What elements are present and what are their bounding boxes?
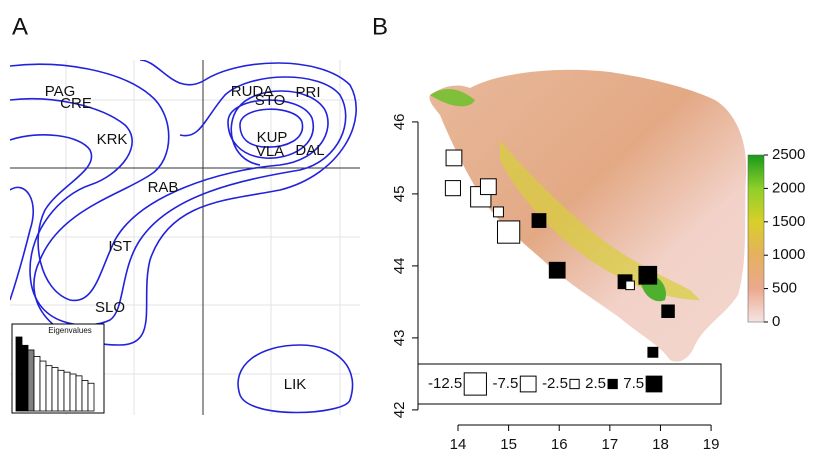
y-tick-label: 45 bbox=[391, 186, 408, 203]
legend-label: -12.5 bbox=[428, 375, 462, 392]
legend-label: -2.5 bbox=[542, 375, 568, 392]
x-tick-label: 17 bbox=[602, 436, 619, 453]
eigen-bar bbox=[28, 350, 34, 411]
eigen-bar bbox=[64, 372, 70, 411]
x-tick-label: 14 bbox=[450, 436, 467, 453]
site-square bbox=[532, 214, 546, 228]
legend-square bbox=[646, 376, 662, 392]
y-tick-label: 44 bbox=[391, 258, 408, 275]
site-label: KRK bbox=[97, 131, 128, 148]
site-label: LIK bbox=[284, 376, 307, 393]
site-square bbox=[648, 347, 658, 357]
site-square bbox=[626, 281, 635, 290]
panel-label: B bbox=[372, 13, 388, 40]
x-tick-label: 15 bbox=[500, 436, 517, 453]
site-square bbox=[494, 207, 504, 217]
legend-square bbox=[464, 373, 486, 395]
legend-label: 7.5 bbox=[623, 375, 644, 392]
site-square bbox=[639, 266, 657, 284]
colorbar-label: 2000 bbox=[772, 179, 805, 196]
eigen-bar bbox=[34, 356, 40, 411]
eigen-bar bbox=[52, 368, 58, 411]
site-label: RAB bbox=[148, 179, 179, 196]
y-tick-label: 43 bbox=[391, 330, 408, 347]
site-square bbox=[445, 181, 460, 196]
eigen-bar bbox=[88, 383, 94, 411]
panel-label: A bbox=[12, 13, 28, 40]
eigen-bar bbox=[16, 337, 22, 411]
legend-square bbox=[520, 376, 536, 392]
y-tick-label: 42 bbox=[391, 402, 408, 419]
inset-title: Eigenvalues bbox=[48, 326, 92, 335]
legend-square bbox=[608, 379, 617, 388]
eigen-bar bbox=[82, 380, 88, 411]
colorbar-label: 1000 bbox=[772, 246, 805, 263]
site-label: SLO bbox=[95, 299, 125, 316]
eigen-bar bbox=[76, 376, 82, 411]
legend-label: -7.5 bbox=[492, 375, 518, 392]
site-label: DAL bbox=[295, 142, 324, 159]
colorbar-label: 0 bbox=[772, 313, 780, 330]
figure: APAGCREKRKRABISTSLOLIKRUDASTOPRIKUPVLADA… bbox=[0, 0, 830, 457]
colorbar-label: 2500 bbox=[772, 146, 805, 163]
site-label: STO bbox=[255, 92, 286, 109]
colorbar-label: 500 bbox=[772, 280, 797, 297]
site-square bbox=[446, 150, 462, 166]
site-square bbox=[662, 305, 675, 318]
eigen-bar bbox=[58, 370, 64, 411]
page: {"chart_data":[ {"type":"ordination","pa… bbox=[0, 0, 830, 457]
site-square bbox=[549, 262, 565, 278]
eigen-bar bbox=[70, 374, 76, 411]
x-tick-label: 16 bbox=[551, 436, 568, 453]
y-tick-label: 46 bbox=[391, 114, 408, 131]
x-tick-label: 18 bbox=[652, 436, 669, 453]
eigen-bar bbox=[46, 366, 52, 411]
legend-square bbox=[570, 379, 579, 388]
site-label: VLA bbox=[256, 143, 284, 160]
eigen-bar bbox=[40, 361, 46, 411]
site-label: PRI bbox=[295, 84, 320, 101]
x-tick-label: 19 bbox=[703, 436, 720, 453]
legend-label: 2.5 bbox=[585, 375, 606, 392]
eigen-bar bbox=[22, 345, 28, 411]
map-decor bbox=[418, 70, 764, 404]
site-label: CRE bbox=[60, 95, 92, 112]
site-square bbox=[480, 179, 496, 195]
colorbar-label: 1500 bbox=[772, 213, 805, 230]
site-label: IST bbox=[108, 238, 131, 255]
site-square bbox=[497, 221, 519, 243]
